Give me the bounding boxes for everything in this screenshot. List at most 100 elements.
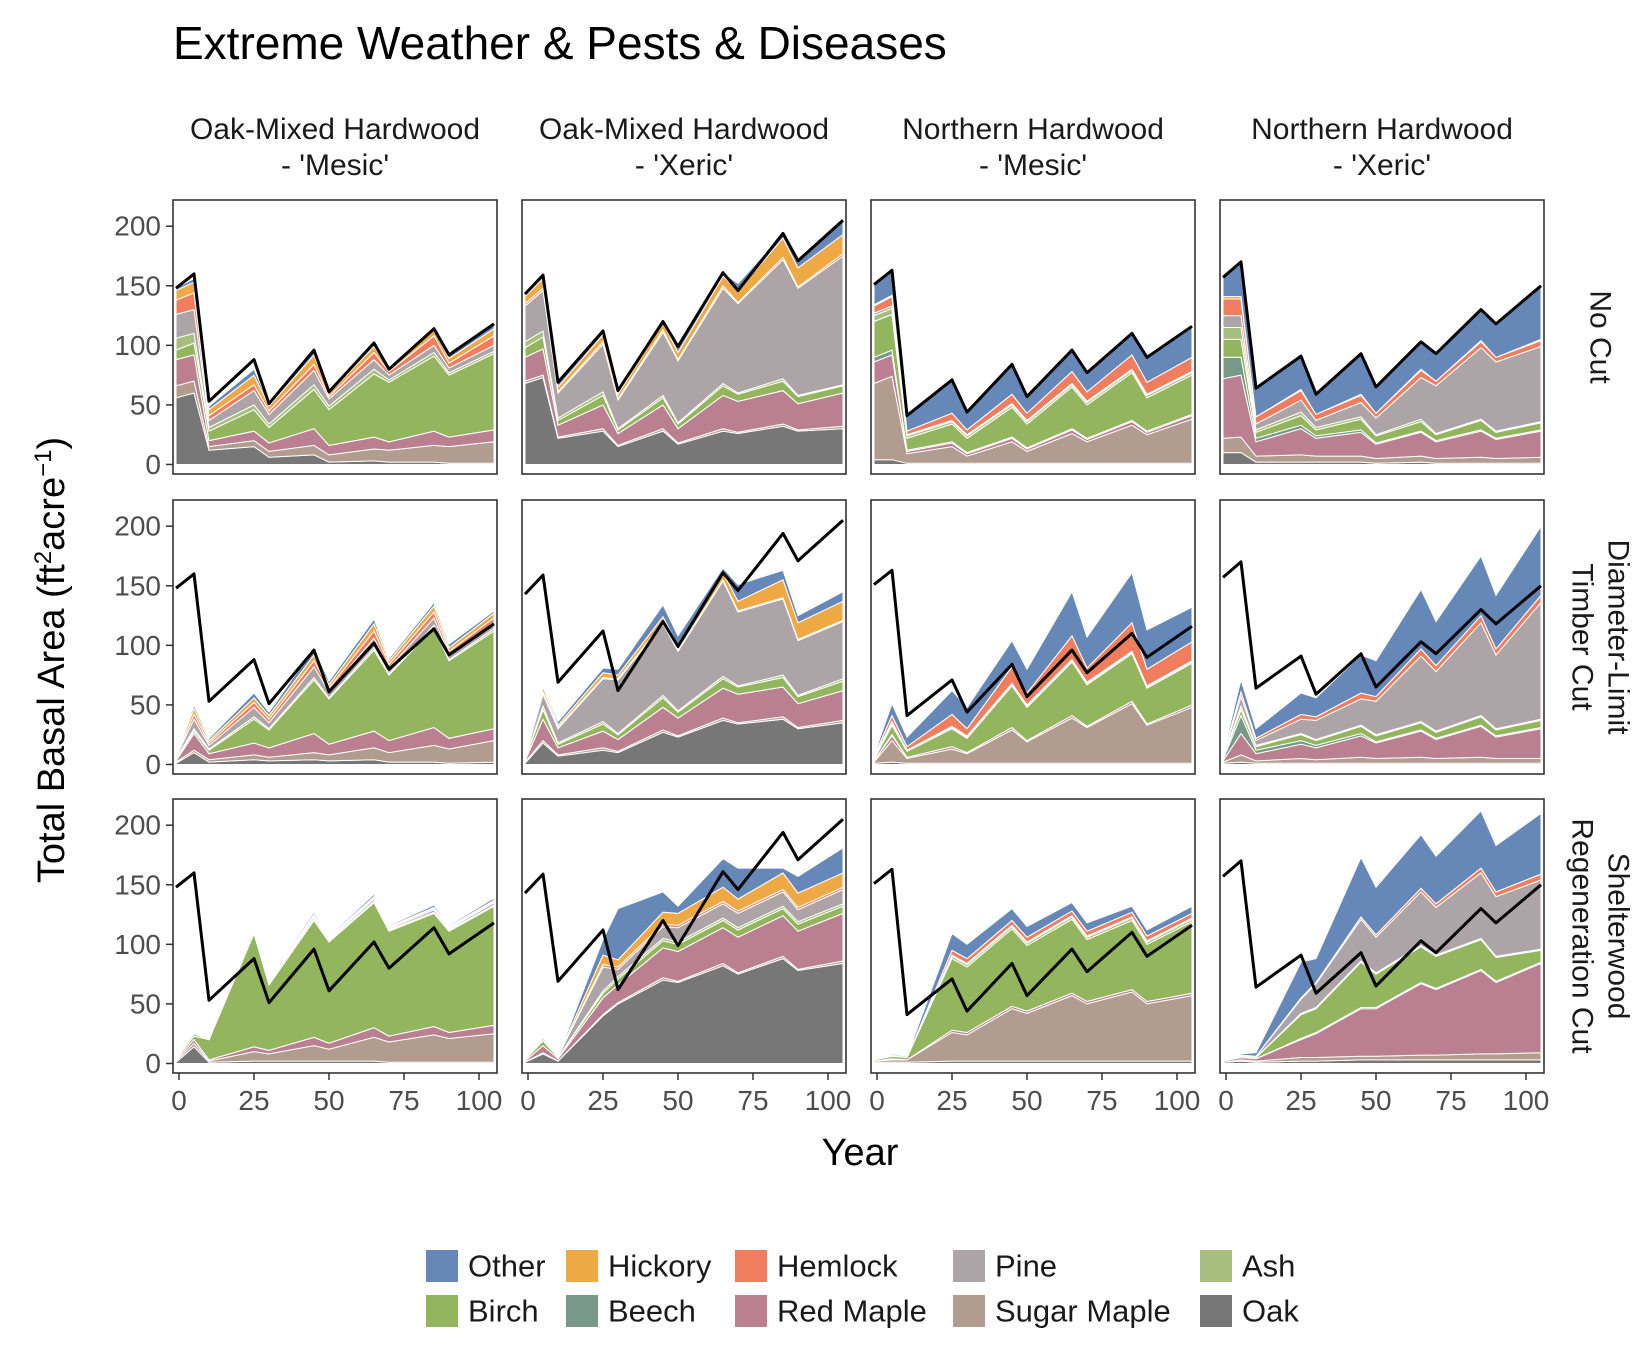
- x-tick-label: 100: [1154, 1085, 1201, 1116]
- no-cut-total-line: [1222, 560, 1542, 696]
- facet-panel: 0 25 50 75 100: [1218, 798, 1550, 1116]
- facet-panel: [521, 199, 847, 475]
- x-tick-label: 50: [313, 1085, 344, 1116]
- column-strip-label-line1: Oak-Mixed Hardwood: [190, 113, 480, 146]
- no-cut-total-line: [873, 568, 1193, 718]
- panel-border: [870, 798, 1196, 1074]
- x-tick-label: 75: [1435, 1085, 1466, 1116]
- legend-swatch: [1200, 1250, 1232, 1282]
- x-tick-label: 25: [238, 1085, 269, 1116]
- legend-label: Beech: [608, 1294, 696, 1329]
- column-strip-label-line1: Northern Hardwood: [902, 113, 1164, 146]
- panel-border: [521, 798, 847, 1074]
- facet-panel: 0 25 50 75 100: [869, 798, 1201, 1116]
- y-tick-label: 50: [130, 389, 161, 420]
- y-tick-label: 150: [114, 570, 161, 601]
- y-tick-label: 200: [114, 211, 161, 242]
- x-tick-label: 100: [805, 1085, 852, 1116]
- legend-swatch: [426, 1250, 458, 1282]
- legend-swatch: [566, 1295, 598, 1327]
- x-tick-label: 0: [171, 1085, 187, 1116]
- column-strip-label-line2: - 'Mesic': [281, 149, 389, 182]
- area-other: [873, 571, 1193, 757]
- x-tick-label: 75: [1086, 1085, 1117, 1116]
- y-tick-label: 100: [114, 929, 161, 960]
- legend-label: Birch: [468, 1294, 539, 1329]
- no-cut-total-line: [873, 867, 1193, 1017]
- legend-swatch: [566, 1250, 598, 1282]
- x-tick-label: 0: [1218, 1085, 1234, 1116]
- facet-panel: [870, 199, 1196, 475]
- x-tick-label: 75: [737, 1085, 768, 1116]
- x-tick-label: 50: [1360, 1085, 1391, 1116]
- no-cut-total-line: [523, 519, 845, 693]
- row-strip-label: Timber Cut: [1566, 563, 1599, 711]
- no-cut-total-line: [1222, 859, 1542, 995]
- legend-swatch: [1200, 1295, 1232, 1327]
- y-tick-label: 200: [114, 810, 161, 841]
- facet-panel: [1219, 199, 1545, 475]
- legend-label: Other: [468, 1249, 546, 1284]
- panel-border: [1219, 798, 1545, 1074]
- facet-panel: [870, 499, 1196, 775]
- column-strip-label-line1: Oak-Mixed Hardwood: [539, 113, 829, 146]
- legend-label: Hemlock: [777, 1249, 898, 1284]
- y-tick-label: 200: [114, 511, 161, 542]
- column-strip-label-line2: - 'Xeric': [1333, 149, 1431, 182]
- x-tick-label: 100: [1503, 1085, 1550, 1116]
- no-cut-total-line: [873, 268, 1193, 418]
- panel-border: [172, 199, 498, 475]
- no-cut-total-line: [175, 272, 495, 406]
- panel-border: [172, 798, 498, 1074]
- no-cut-total-line: [175, 572, 495, 706]
- row-strip-label: Diameter-Limit: [1602, 539, 1635, 735]
- legend-swatch: [735, 1295, 767, 1327]
- legend-swatch: [735, 1250, 767, 1282]
- legend-label: Oak: [1242, 1294, 1299, 1329]
- column-strip-label-line2: - 'Mesic': [979, 149, 1087, 182]
- x-tick-label: 0: [869, 1085, 885, 1116]
- y-tick-label: 0: [145, 1048, 161, 1079]
- chart-title: Extreme Weather & Pests & Diseases: [173, 17, 947, 69]
- panel-border: [521, 499, 847, 775]
- panel-border: [521, 199, 847, 475]
- x-axis-title: Year: [822, 1132, 899, 1174]
- legend-swatch: [953, 1295, 985, 1327]
- no-cut-total-line: [175, 871, 495, 1005]
- y-tick-label: 0: [145, 749, 161, 780]
- facet-panel: 0 50 100 150 200 0 25 50 75 100: [114, 798, 502, 1116]
- panel-border: [870, 199, 1196, 475]
- row-strip-label: No Cut: [1584, 290, 1617, 384]
- no-cut-total-line: [1222, 260, 1542, 396]
- x-tick-label: 25: [587, 1085, 618, 1116]
- y-tick-label: 50: [130, 988, 161, 1019]
- y-axis-title: Total Basal Area (ft2acre−1): [30, 437, 74, 883]
- x-tick-label: 25: [1285, 1085, 1316, 1116]
- facet-panel: [521, 499, 847, 775]
- legend: Other Hickory Hemlock Pine Ash Birch Beech Red …: [426, 1249, 1299, 1329]
- facet-panel: 0 25 50 75 100: [520, 798, 852, 1116]
- legend-label: Sugar Maple: [995, 1294, 1171, 1329]
- x-tick-label: 75: [388, 1085, 419, 1116]
- no-cut-total-line: [523, 219, 845, 393]
- y-tick-label: 150: [114, 869, 161, 900]
- legend-label: Ash: [1242, 1249, 1295, 1284]
- x-tick-label: 25: [936, 1085, 967, 1116]
- panel-border: [1219, 499, 1545, 775]
- legend-label: Red Maple: [777, 1294, 927, 1329]
- x-tick-label: 0: [520, 1085, 536, 1116]
- panel-border: [870, 499, 1196, 775]
- legend-swatch: [426, 1295, 458, 1327]
- y-tick-label: 100: [114, 330, 161, 361]
- facet-panel: [1219, 499, 1545, 775]
- area-other: [873, 901, 1193, 1061]
- row-strip-label: Regeneration Cut: [1566, 818, 1599, 1054]
- area-other: [1222, 524, 1542, 756]
- legend-label: Hickory: [608, 1249, 712, 1284]
- facet-panel: 0 50 100 150 200: [114, 499, 498, 780]
- legend-swatch: [953, 1250, 985, 1282]
- y-tick-label: 50: [130, 689, 161, 720]
- x-tick-label: 50: [662, 1085, 693, 1116]
